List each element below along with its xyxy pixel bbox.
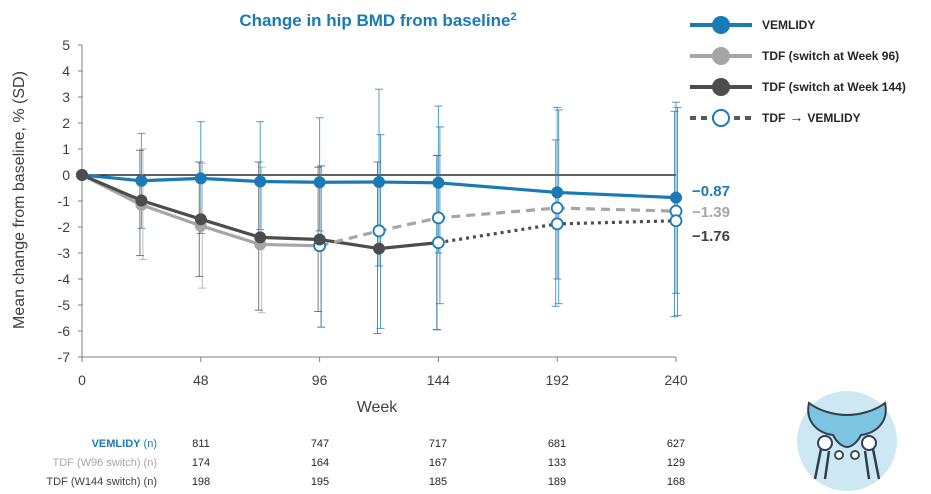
hip-joint-right bbox=[861, 435, 877, 451]
legend-label: TDF → VEMLIDY bbox=[762, 109, 861, 125]
legend-swatch-marker bbox=[712, 78, 730, 96]
y-tick-label: 2 bbox=[62, 115, 70, 131]
n-table-row-label: TDF (W96 switch) (n) bbox=[53, 457, 158, 469]
legend-item: TDF (switch at Week 96) bbox=[690, 47, 899, 65]
n-table: VEMLIDY (n) 811 747 717 681 627 TDF (W96 switc… bbox=[46, 438, 685, 488]
y-tick-label: -7 bbox=[58, 349, 71, 365]
n-table-value: 717 bbox=[429, 438, 447, 450]
legend-item: TDF → VEMLIDY bbox=[690, 109, 861, 127]
pelvis-shape bbox=[807, 401, 887, 449]
x-tick-label: 48 bbox=[193, 372, 209, 388]
legend: VEMLIDY TDF (switch at Week 96) TDF (switc… bbox=[690, 16, 906, 127]
end-value-label: −1.76 bbox=[692, 228, 730, 245]
hip-joint-left bbox=[817, 435, 833, 451]
y-tick-label: 3 bbox=[62, 89, 70, 105]
n-table-value: 164 bbox=[311, 457, 329, 469]
chart-title-superscript: 2 bbox=[510, 11, 516, 23]
x-tick-label: 240 bbox=[664, 372, 688, 388]
femur-right bbox=[863, 448, 881, 480]
chart-title-text: Change in hip BMD from baseline bbox=[239, 11, 510, 30]
y-tick-label: 0 bbox=[62, 167, 70, 183]
y-tick-label: -6 bbox=[58, 323, 71, 339]
n-table-value: 129 bbox=[667, 457, 685, 469]
data-point bbox=[551, 186, 564, 199]
end-value-label: −1.39 bbox=[692, 204, 730, 221]
y-tick-label: 5 bbox=[62, 37, 70, 53]
n-table-value: 185 bbox=[429, 476, 447, 488]
n-table-row: TDF (W144 switch) (n) 198 195 185 189 168 bbox=[46, 476, 685, 488]
data-point bbox=[76, 169, 88, 181]
y-axis-label: Mean change from baseline, % (SD) bbox=[11, 71, 28, 329]
y-tick-label: 1 bbox=[62, 141, 70, 157]
data-point-open bbox=[550, 217, 564, 231]
n-table-value: 167 bbox=[429, 457, 447, 469]
data-point-open bbox=[550, 201, 564, 215]
data-point bbox=[373, 176, 385, 189]
legend-label: TDF (switch at Week 144) bbox=[762, 80, 906, 94]
data-point bbox=[254, 231, 267, 244]
n-table-value: 198 bbox=[192, 476, 210, 488]
n-table-row: VEMLIDY (n) 811 747 717 681 627 bbox=[92, 438, 686, 450]
femur-left bbox=[813, 448, 831, 480]
data-point bbox=[135, 174, 148, 187]
n-table-value: 627 bbox=[667, 438, 685, 450]
n-table-value: 168 bbox=[667, 476, 685, 488]
data-point-open bbox=[431, 211, 445, 225]
data-point bbox=[194, 213, 207, 226]
n-table-value: 681 bbox=[548, 438, 566, 450]
n-table-value: 747 bbox=[311, 438, 329, 450]
legend-label: VEMLIDY bbox=[762, 18, 815, 32]
n-table-value: 174 bbox=[192, 457, 210, 469]
y-tick-label: -1 bbox=[58, 193, 71, 209]
n-table-row: TDF (W96 switch) (n) 174 164 167 133 129 bbox=[53, 457, 686, 469]
y-tick-label: 4 bbox=[62, 63, 70, 79]
legend-swatch-marker bbox=[712, 16, 730, 34]
data-point bbox=[432, 176, 445, 189]
end-labels: −0.87 −1.39 −1.76 bbox=[692, 183, 730, 245]
data-point bbox=[313, 176, 326, 189]
n-table-value: 811 bbox=[192, 438, 210, 450]
data-point-open bbox=[669, 214, 683, 228]
end-value-label: −0.87 bbox=[692, 183, 730, 200]
data-point bbox=[373, 242, 385, 255]
series-markers bbox=[76, 169, 683, 255]
x-tick-label: 0 bbox=[78, 372, 86, 388]
legend-item: TDF (switch at Week 144) bbox=[690, 78, 906, 96]
data-point bbox=[135, 194, 148, 207]
x-axis-label: Week bbox=[357, 399, 399, 416]
series-line bbox=[319, 206, 677, 248]
y-tick-label: -2 bbox=[58, 219, 71, 235]
data-point-open bbox=[431, 236, 445, 250]
y-tick-label: -3 bbox=[58, 245, 71, 261]
n-table-row-label: TDF (W144 switch) (n) bbox=[46, 476, 157, 488]
x-tick-label: 96 bbox=[312, 372, 328, 388]
n-table-row-label: VEMLIDY (n) bbox=[92, 438, 157, 450]
hip-bone-icon bbox=[797, 391, 897, 491]
n-table-value: 133 bbox=[548, 457, 566, 469]
legend-swatch-marker bbox=[712, 47, 730, 65]
error-bar bbox=[315, 117, 324, 232]
legend-item: VEMLIDY bbox=[690, 16, 815, 34]
error-bars bbox=[135, 88, 682, 335]
y-tick-label: -5 bbox=[58, 297, 71, 313]
x-tick-label: 192 bbox=[546, 372, 570, 388]
legend-label: TDF (switch at Week 96) bbox=[762, 49, 899, 63]
axes: 5 4 3 2 1 0 -1 -2 -3 -4 -5 -6 -7 0 48 96 144 192 240 bbox=[58, 37, 688, 388]
legend-swatch-marker bbox=[712, 109, 730, 127]
data-point bbox=[670, 191, 682, 204]
data-point bbox=[313, 233, 326, 246]
data-point-open bbox=[372, 224, 386, 238]
n-table-value: 195 bbox=[311, 476, 329, 488]
data-point bbox=[254, 175, 267, 188]
x-tick-label: 144 bbox=[427, 372, 451, 388]
data-point bbox=[194, 172, 207, 185]
n-table-value: 189 bbox=[548, 476, 566, 488]
chart-title: Change in hip BMD from baseline2 bbox=[239, 11, 516, 30]
y-tick-label: -4 bbox=[58, 271, 71, 287]
